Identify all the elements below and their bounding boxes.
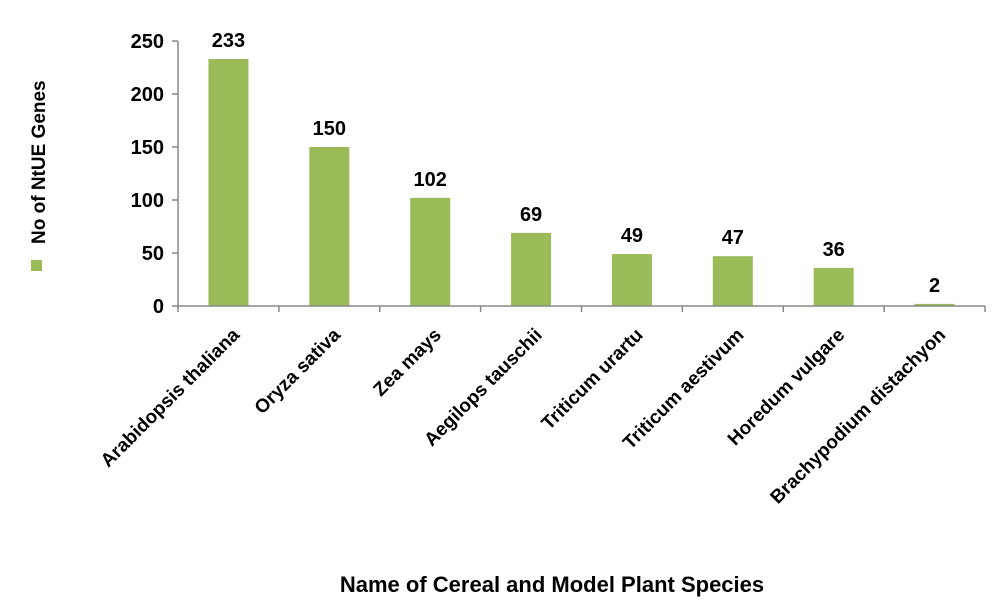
bar — [309, 147, 350, 306]
data-label: 233 — [212, 30, 245, 52]
bars: 233 150 102 69 49 47 36 2 — [208, 30, 955, 306]
bar — [511, 232, 552, 306]
data-label: 2 — [929, 275, 940, 297]
data-label: 47 — [722, 227, 744, 249]
legend: No of NtUE Genes — [29, 80, 50, 271]
x-tick-label: Arabidopsis thaliana — [97, 324, 244, 471]
bar — [410, 197, 451, 306]
x-tick-label: Brachypodium distachyon — [767, 325, 951, 509]
x-tick-label: Triticum urartu — [538, 325, 648, 435]
bar — [813, 267, 854, 306]
data-label: 49 — [621, 225, 643, 247]
y-tick-label: 250 — [131, 31, 164, 53]
y-axis: 0 50 100 150 200 250 — [131, 31, 179, 318]
bar — [611, 254, 652, 306]
x-axis-title: Name of Cereal and Model Plant Species — [340, 572, 764, 597]
x-tick-label: Zea mays — [370, 325, 446, 401]
bar — [914, 303, 955, 306]
data-label: 102 — [414, 169, 447, 191]
bar — [208, 59, 249, 306]
legend-label: No of NtUE Genes — [29, 80, 50, 244]
data-label: 69 — [520, 204, 542, 226]
bar — [712, 256, 753, 306]
data-label: 36 — [823, 239, 845, 261]
x-axis: Arabidopsis thaliana Oryza sativa Zea mays… — [97, 305, 986, 509]
legend-swatch — [31, 260, 42, 271]
y-tick-label: 200 — [131, 84, 164, 106]
x-tick-label: Oryza sativa — [251, 324, 345, 418]
y-tick-label: 50 — [142, 243, 164, 265]
y-tick-label: 100 — [131, 190, 164, 212]
y-tick-label: 0 — [153, 296, 164, 318]
y-tick-label: 150 — [131, 137, 164, 159]
data-label: 150 — [313, 118, 346, 140]
